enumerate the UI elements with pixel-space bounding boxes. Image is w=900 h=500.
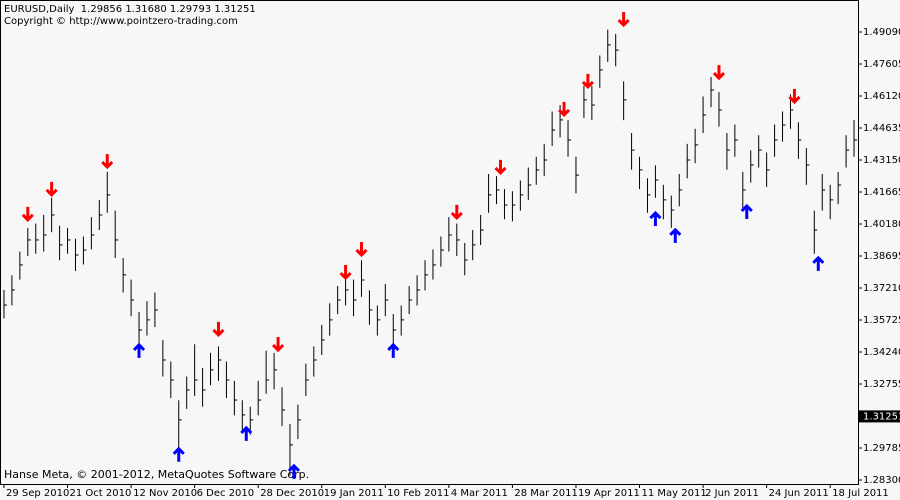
y-tick-label: 1.41665 [863, 187, 900, 198]
footer: Hanse Meta, © 2001-2012, MetaQuotes Soft… [4, 468, 309, 481]
fractal-arrow [812, 255, 825, 271]
fractal-arrow [355, 241, 368, 258]
x-tick-label: 28 Dec 2010 [260, 488, 324, 499]
y-tick-label: 1.34240 [863, 347, 900, 358]
y-tick-label: 1.28300 [863, 475, 900, 486]
x-tick-label: 6 Dec 2010 [197, 488, 255, 499]
x-tick-label: 28 Mar 2011 [514, 488, 577, 499]
x-tick-label: 19 Apr 2011 [578, 488, 640, 499]
chart-subtitle: Copyright © http://www.pointzero-trading… [4, 16, 238, 27]
fractal-arrow [788, 88, 801, 105]
x-tick-label: 21 Oct 2010 [70, 488, 132, 499]
x-tick-label: 18 Jul 2011 [832, 488, 889, 499]
fractal-arrow [494, 159, 507, 176]
fractal-arrow [669, 227, 682, 243]
y-tick-label: 1.32755 [863, 379, 900, 390]
fractal-arrow [45, 181, 58, 197]
y-tick-label: 1.49090 [863, 27, 900, 38]
y-tick-label: 1.43150 [863, 155, 900, 166]
x-tick-label: 29 Sep 2010 [6, 488, 69, 499]
y-tick-label: 1.37210 [863, 283, 900, 294]
fractal-arrow [212, 321, 225, 338]
y-tick-label: 1.29785 [863, 443, 900, 454]
fractal-arrow [712, 65, 726, 81]
fractal-arrow [240, 425, 253, 441]
x-tick-label: 19 Jan 2011 [324, 488, 384, 499]
y-tick-label: 1.47605 [863, 59, 900, 70]
fractal-arrow [387, 342, 400, 358]
fractal-arrow [649, 210, 662, 227]
fractal-arrow [132, 342, 146, 358]
fractal-arrow [271, 337, 285, 353]
last-price-label: 1.31251 [863, 411, 900, 422]
fractal-arrow [740, 203, 753, 219]
y-tick-label: 1.35725 [863, 315, 900, 326]
fractal-arrow [339, 265, 352, 281]
fractal-arrow [101, 154, 114, 170]
fractal-arrow [450, 204, 463, 221]
plot-frame [0, 0, 859, 485]
y-tick-label: 1.44635 [863, 123, 900, 134]
x-tick-label: 24 Jun 2011 [769, 488, 829, 499]
fractal-arrow [287, 463, 301, 479]
last-price-box [859, 410, 900, 423]
chart-title: EURUSD,Daily 1.29856 1.31680 1.29793 1.3… [4, 4, 256, 15]
fractal-arrow [617, 12, 630, 28]
x-tick-label: 2 Jun 2011 [705, 488, 759, 499]
x-tick-label: 11 May 2011 [642, 488, 707, 499]
fractal-arrow [172, 446, 185, 462]
fractal-arrow [21, 206, 34, 222]
x-tick-label: 4 Mar 2011 [451, 488, 508, 499]
x-tick-label: 10 Feb 2011 [387, 488, 449, 499]
y-tick-label: 1.40180 [863, 219, 900, 230]
y-tick-label: 1.46120 [863, 91, 900, 102]
fractal-arrow [557, 101, 571, 118]
fractal-arrow [581, 73, 594, 90]
y-tick-label: 1.38695 [863, 251, 900, 262]
x-tick-label: 12 Nov 2010 [133, 488, 197, 499]
